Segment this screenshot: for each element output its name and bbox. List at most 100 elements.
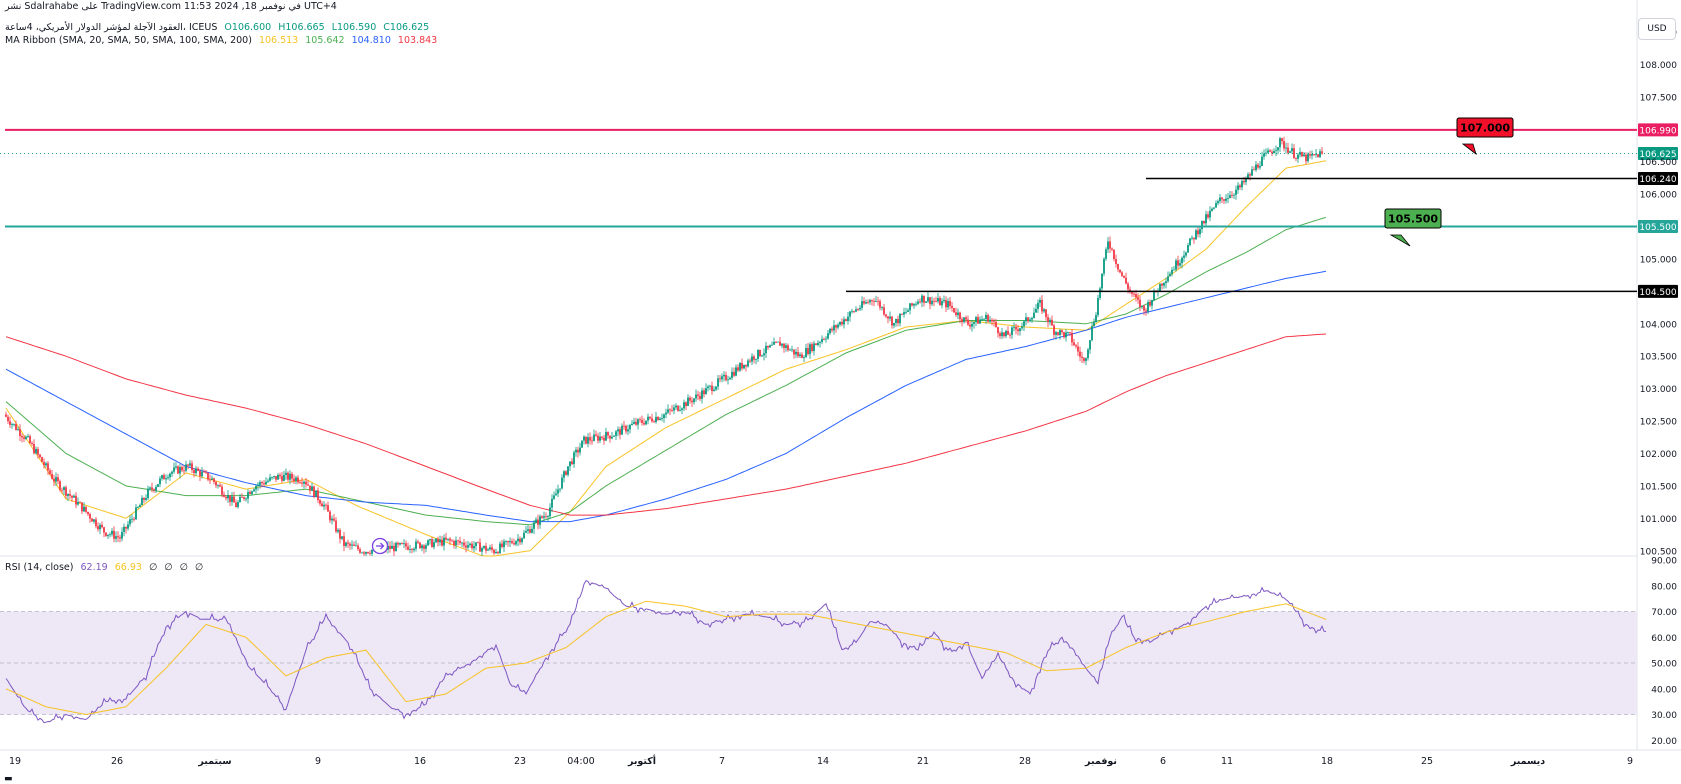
ma50-value: 105.642 [305, 35, 345, 46]
candle-body [729, 377, 731, 380]
date-tick-label: سبتمبر [197, 756, 231, 767]
candle-body [683, 402, 685, 409]
candle-body [1309, 154, 1311, 156]
candle [333, 513, 335, 522]
candle [1231, 191, 1233, 199]
candle-body [387, 545, 389, 550]
candle [125, 526, 127, 534]
candle [1143, 304, 1145, 316]
rsi-legend: RSI (14, close) 62.19 66.93 ∅ ∅ ∅ ∅ [5, 562, 207, 573]
candle [1291, 143, 1293, 154]
candle [1235, 185, 1237, 200]
candle [105, 532, 107, 537]
candle [1053, 323, 1055, 339]
candle [259, 480, 261, 489]
candle-body [243, 497, 245, 500]
candle-body [241, 496, 243, 498]
candle [1073, 338, 1075, 347]
candle [533, 520, 535, 534]
candle [719, 374, 721, 383]
candle [1189, 238, 1191, 247]
candle-body [485, 545, 487, 551]
candle [1171, 267, 1173, 277]
candle-body [167, 477, 169, 479]
candle-body [1261, 156, 1263, 166]
candle [1137, 293, 1139, 304]
candle [663, 413, 665, 423]
candle-body [713, 389, 715, 392]
candle [1145, 307, 1147, 316]
candle [1299, 147, 1301, 158]
candle-body [925, 301, 927, 303]
candle [1183, 250, 1185, 263]
candle [203, 469, 205, 473]
candle-body [1321, 151, 1323, 154]
candle-body [1093, 322, 1095, 327]
candle-body [519, 538, 521, 543]
candle [1087, 347, 1089, 361]
candle-body [981, 319, 983, 321]
candle [1091, 322, 1093, 342]
candle-body [339, 529, 341, 539]
candle-body [229, 495, 231, 502]
candle-body [681, 408, 683, 410]
candle [1275, 145, 1277, 157]
candle-body [201, 471, 203, 477]
candle [1237, 182, 1239, 194]
candle [501, 539, 503, 549]
candle [855, 306, 857, 313]
candle-body [335, 520, 337, 532]
candle-body [421, 545, 423, 549]
rsi-empty-1: ∅ [148, 562, 158, 573]
candle-body [543, 516, 545, 518]
candle-body [1009, 334, 1011, 336]
candle [1245, 176, 1247, 186]
candle [681, 407, 683, 414]
candle [33, 439, 35, 455]
candle [737, 364, 739, 373]
candle-body [903, 312, 905, 315]
date-tick-label: 25 [1421, 756, 1433, 767]
candle-body [819, 342, 821, 343]
candle [371, 549, 373, 556]
candle [25, 435, 27, 440]
candle-body [45, 463, 47, 466]
candle [733, 367, 735, 378]
candle [881, 306, 883, 311]
price-tick-label: 106.000 [1640, 191, 1677, 201]
candle [391, 540, 393, 549]
candle [791, 345, 793, 353]
candle-body [957, 312, 959, 316]
candle-body [769, 345, 771, 348]
candle [665, 408, 667, 419]
candle-body [199, 470, 201, 477]
ma200-value: 103.843 [397, 35, 438, 46]
candle-body [837, 324, 839, 328]
level-label-text: 106.240 [1639, 175, 1676, 185]
candle [589, 432, 591, 445]
candle-body [1051, 319, 1053, 326]
candle [1103, 257, 1105, 277]
candle-body [791, 349, 793, 351]
candle [1117, 263, 1119, 273]
candle [697, 390, 699, 401]
date-tick-label: 21 [917, 756, 929, 767]
candle-body [289, 473, 291, 480]
candle-body [1169, 273, 1171, 277]
candle [277, 473, 279, 480]
candle-body [461, 542, 463, 544]
arrow-circle-icon[interactable] [371, 537, 389, 555]
candle-body [999, 333, 1001, 337]
candle-body [1039, 299, 1041, 303]
candle-body [81, 502, 83, 512]
candle-body [37, 448, 39, 455]
currency-button[interactable]: USD [1638, 18, 1676, 40]
candle [1185, 251, 1187, 258]
candle [117, 531, 119, 542]
candle [201, 466, 203, 479]
candle-body [191, 463, 193, 471]
candle-body [181, 467, 183, 471]
candle-body [1311, 154, 1313, 156]
candle [845, 318, 847, 322]
candle [135, 503, 137, 520]
